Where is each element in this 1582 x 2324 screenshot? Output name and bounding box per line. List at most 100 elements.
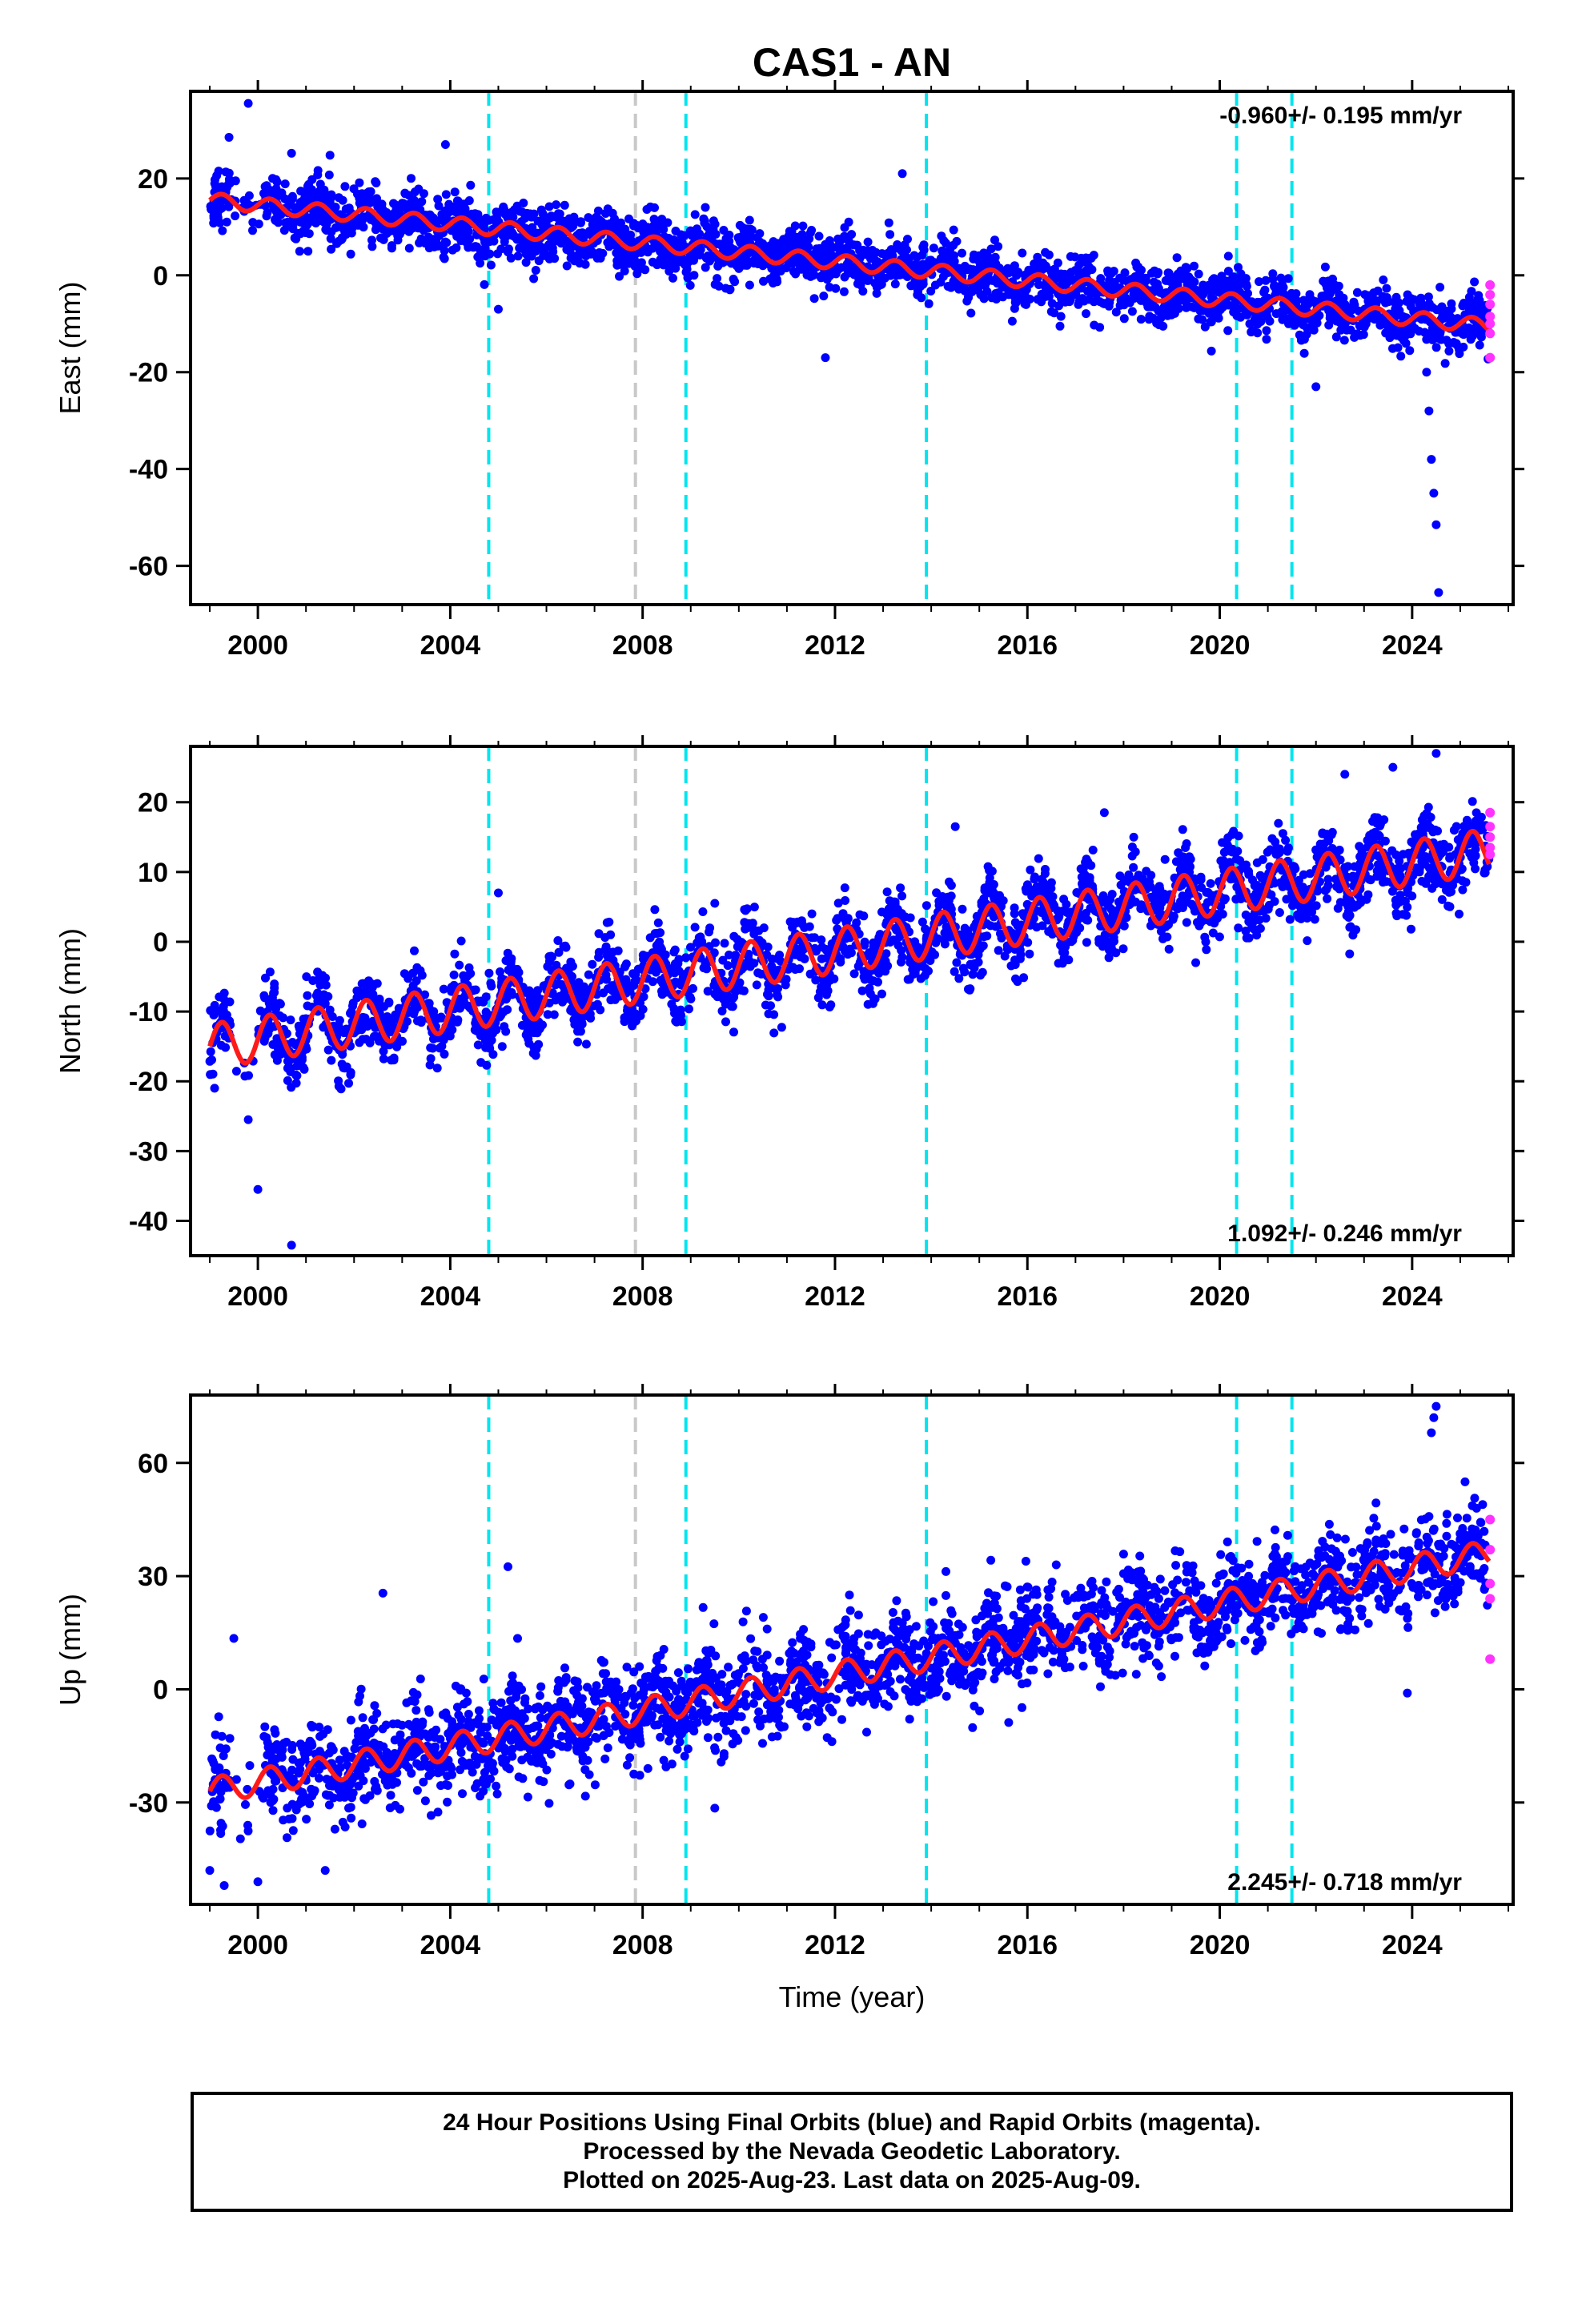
north-final-point bbox=[206, 1006, 215, 1015]
north-final-point bbox=[897, 957, 905, 967]
east-final-point bbox=[873, 257, 882, 267]
north-final-point bbox=[549, 1010, 559, 1019]
north-final-point bbox=[650, 905, 660, 915]
east-outlier-point bbox=[440, 140, 450, 150]
east-final-point bbox=[273, 187, 283, 197]
east-final-point bbox=[1199, 288, 1209, 298]
east-final-point bbox=[1074, 267, 1084, 276]
east-final-point bbox=[1182, 272, 1192, 282]
east-final-point bbox=[1119, 314, 1129, 324]
north-final-point bbox=[686, 943, 695, 952]
east-final-point bbox=[449, 224, 459, 234]
east-outlier-point bbox=[1427, 455, 1436, 464]
east-final-point bbox=[1106, 269, 1116, 278]
east-final-point bbox=[424, 243, 434, 253]
north-final-point bbox=[503, 948, 512, 958]
north-final-point bbox=[1010, 909, 1019, 919]
east-final-point bbox=[1151, 280, 1161, 290]
north-final-point bbox=[998, 896, 1008, 906]
east-final-point bbox=[400, 203, 409, 212]
east-final-point bbox=[704, 253, 713, 263]
north-final-point bbox=[532, 1028, 542, 1038]
north-y-tick-label: -40 bbox=[129, 1206, 168, 1236]
east-final-point bbox=[1236, 269, 1246, 279]
north-final-point bbox=[473, 1040, 483, 1050]
north-final-point bbox=[479, 997, 488, 1007]
east-final-point bbox=[1352, 287, 1362, 297]
east-final-point bbox=[1176, 266, 1186, 275]
east-final-point bbox=[550, 254, 560, 263]
north-final-point bbox=[670, 945, 680, 955]
east-final-point bbox=[400, 189, 410, 199]
east-final-point bbox=[295, 247, 304, 256]
east-final-orbit-points bbox=[206, 166, 1494, 368]
east-final-point bbox=[281, 218, 290, 227]
east-final-point bbox=[575, 245, 584, 255]
north-final-point bbox=[985, 873, 994, 883]
north-final-point bbox=[1182, 918, 1191, 927]
east-final-point bbox=[555, 229, 564, 239]
north-final-point bbox=[841, 896, 850, 905]
north-final-point bbox=[1025, 949, 1034, 959]
east-final-point bbox=[1053, 258, 1062, 267]
east-final-point bbox=[819, 292, 829, 301]
north-final-point bbox=[965, 985, 974, 995]
north-final-point bbox=[710, 989, 720, 999]
north-final-point bbox=[482, 1060, 492, 1070]
east-final-point bbox=[1099, 299, 1109, 308]
north-final-point bbox=[1181, 843, 1191, 852]
east-final-point bbox=[280, 179, 290, 189]
east-outlier-point bbox=[243, 99, 253, 108]
east-final-point bbox=[313, 207, 323, 216]
east-final-point bbox=[222, 217, 231, 227]
east-final-point bbox=[332, 239, 342, 248]
north-final-point bbox=[817, 935, 826, 945]
north-final-point bbox=[1278, 829, 1287, 838]
east-final-point bbox=[1311, 312, 1321, 321]
north-final-point bbox=[1445, 902, 1455, 911]
east-final-point bbox=[1325, 313, 1335, 323]
north-final-point bbox=[1283, 846, 1292, 856]
east-final-point bbox=[448, 207, 458, 215]
north-final-point bbox=[379, 1047, 388, 1056]
east-final-point bbox=[1478, 305, 1488, 315]
north-final-point bbox=[717, 1007, 727, 1015]
north-final-point bbox=[752, 980, 761, 990]
north-final-point bbox=[1173, 904, 1182, 914]
east-final-point bbox=[540, 219, 549, 229]
north-final-point bbox=[524, 1039, 534, 1048]
east-final-point bbox=[1390, 298, 1399, 308]
north-final-point bbox=[725, 951, 733, 959]
east-final-point bbox=[1460, 329, 1468, 339]
east-final-point bbox=[486, 260, 496, 270]
north-final-point bbox=[749, 903, 759, 912]
east-final-point bbox=[1309, 325, 1319, 335]
east-final-point bbox=[218, 226, 227, 235]
north-final-point bbox=[602, 918, 612, 927]
east-final-point bbox=[1428, 325, 1438, 335]
north-final-point bbox=[1439, 839, 1448, 849]
east-final-point bbox=[481, 247, 491, 257]
north-final-point bbox=[889, 935, 898, 945]
east-final-point bbox=[407, 174, 416, 183]
east-final-point bbox=[1134, 262, 1143, 271]
east-final-point bbox=[1229, 272, 1239, 282]
east-final-point bbox=[211, 182, 221, 191]
east-final-point bbox=[1236, 312, 1245, 322]
east-final-point bbox=[1268, 269, 1278, 279]
east-rapid-orbit-point bbox=[1485, 328, 1496, 339]
east-final-point bbox=[797, 230, 807, 239]
east-final-point bbox=[464, 243, 473, 252]
north-final-point bbox=[763, 943, 773, 951]
east-final-point bbox=[624, 251, 634, 260]
east-final-point bbox=[1209, 274, 1219, 283]
north-final-point bbox=[1129, 862, 1138, 872]
east-final-point bbox=[1424, 299, 1434, 308]
north-final-point bbox=[1118, 944, 1128, 954]
north-final-point bbox=[265, 967, 275, 977]
north-final-point bbox=[1219, 856, 1228, 866]
north-final-point bbox=[410, 1007, 420, 1016]
east-final-point bbox=[552, 200, 561, 210]
north-final-point bbox=[934, 901, 944, 911]
north-final-point bbox=[1282, 895, 1291, 904]
